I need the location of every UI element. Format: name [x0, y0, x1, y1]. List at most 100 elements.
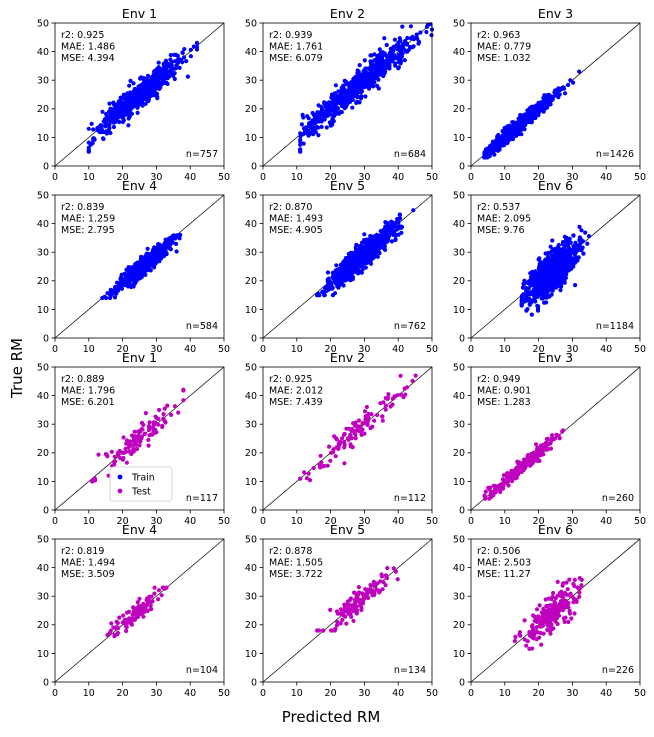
data-point: [334, 275, 339, 280]
data-point: [380, 66, 385, 71]
data-point: [160, 70, 165, 75]
y-tick-label: 30: [245, 76, 257, 87]
data-point: [115, 285, 120, 290]
data-point: [536, 304, 541, 309]
data-point: [181, 55, 187, 60]
data-point: [350, 277, 355, 282]
data-point: [364, 260, 369, 265]
data-point: [124, 97, 129, 102]
data-point: [373, 242, 378, 247]
data-point: [315, 124, 320, 130]
data-point: [365, 84, 370, 89]
data-point: [90, 141, 95, 146]
stat-label: r2: 0.870: [269, 202, 312, 213]
data-point: [317, 115, 322, 120]
data-point: [298, 142, 303, 147]
data-point: [402, 58, 407, 63]
data-point: [368, 261, 374, 266]
x-tick-label: 0: [260, 172, 266, 183]
data-point: [385, 221, 390, 226]
data-point: [374, 237, 379, 242]
data-point: [104, 129, 109, 134]
data-point: [109, 293, 114, 298]
scatter-points: [298, 22, 435, 154]
data-point: [408, 24, 413, 29]
y-tick-label: 10: [245, 133, 257, 144]
x-tick-label: 30: [358, 172, 370, 183]
x-tick-label: 30: [566, 172, 578, 183]
data-point: [141, 86, 146, 91]
data-point: [139, 75, 144, 80]
data-point: [346, 251, 351, 257]
data-point: [169, 71, 174, 76]
data-point: [120, 111, 125, 116]
data-point: [320, 289, 326, 294]
data-point: [416, 39, 422, 45]
data-point: [191, 44, 196, 49]
data-point: [507, 130, 512, 135]
data-point: [541, 95, 546, 100]
stat-label: r2: 0.839: [61, 202, 104, 213]
data-point: [411, 44, 416, 49]
data-point: [530, 113, 535, 118]
data-point: [336, 111, 342, 116]
data-point: [533, 108, 538, 114]
data-point: [424, 29, 429, 35]
data-point: [359, 270, 364, 275]
data-point: [174, 63, 179, 68]
data-point: [502, 137, 507, 142]
data-point: [188, 47, 193, 53]
data-point: [160, 245, 165, 250]
data-point: [142, 94, 147, 99]
data-point: [362, 70, 367, 75]
data-point: [164, 69, 170, 74]
data-point: [91, 127, 96, 132]
data-point: [513, 129, 518, 134]
data-point: [145, 73, 151, 78]
data-point: [563, 91, 568, 96]
data-point: [382, 244, 387, 249]
data-point: [306, 116, 311, 121]
scatter-points: [100, 232, 183, 301]
data-point: [334, 263, 339, 268]
data-point: [330, 293, 335, 298]
x-tick-label: 40: [184, 172, 196, 183]
data-point: [346, 257, 351, 262]
axes-frame: [470, 22, 641, 167]
data-point: [384, 235, 389, 240]
x-tick-label: 10: [83, 344, 95, 355]
y-tick-label: 0: [43, 161, 49, 172]
data-point: [342, 88, 347, 93]
data-point: [392, 229, 397, 234]
data-point: [376, 246, 381, 251]
data-point: [112, 120, 117, 125]
data-point: [130, 92, 135, 97]
data-point: [373, 69, 378, 74]
data-point: [157, 242, 162, 247]
data-point: [549, 96, 555, 101]
data-point: [354, 242, 359, 247]
data-point: [370, 66, 375, 71]
data-point: [329, 95, 334, 100]
data-point: [482, 155, 487, 160]
data-point: [152, 245, 157, 250]
data-point: [144, 87, 150, 92]
data-point: [359, 89, 365, 94]
data-point: [360, 259, 365, 264]
data-point: [149, 255, 154, 260]
data-point: [107, 101, 112, 106]
data-point: [394, 232, 399, 237]
data-point: [495, 142, 500, 148]
data-point: [369, 70, 374, 75]
data-point: [174, 233, 180, 238]
stat-label: MAE: 0.779: [477, 42, 531, 53]
data-point: [98, 126, 103, 131]
data-point: [389, 52, 394, 57]
y-tick-label: 40: [37, 47, 49, 58]
data-point: [342, 278, 348, 283]
data-point: [162, 77, 167, 82]
data-point: [306, 130, 311, 135]
data-point: [128, 78, 133, 83]
